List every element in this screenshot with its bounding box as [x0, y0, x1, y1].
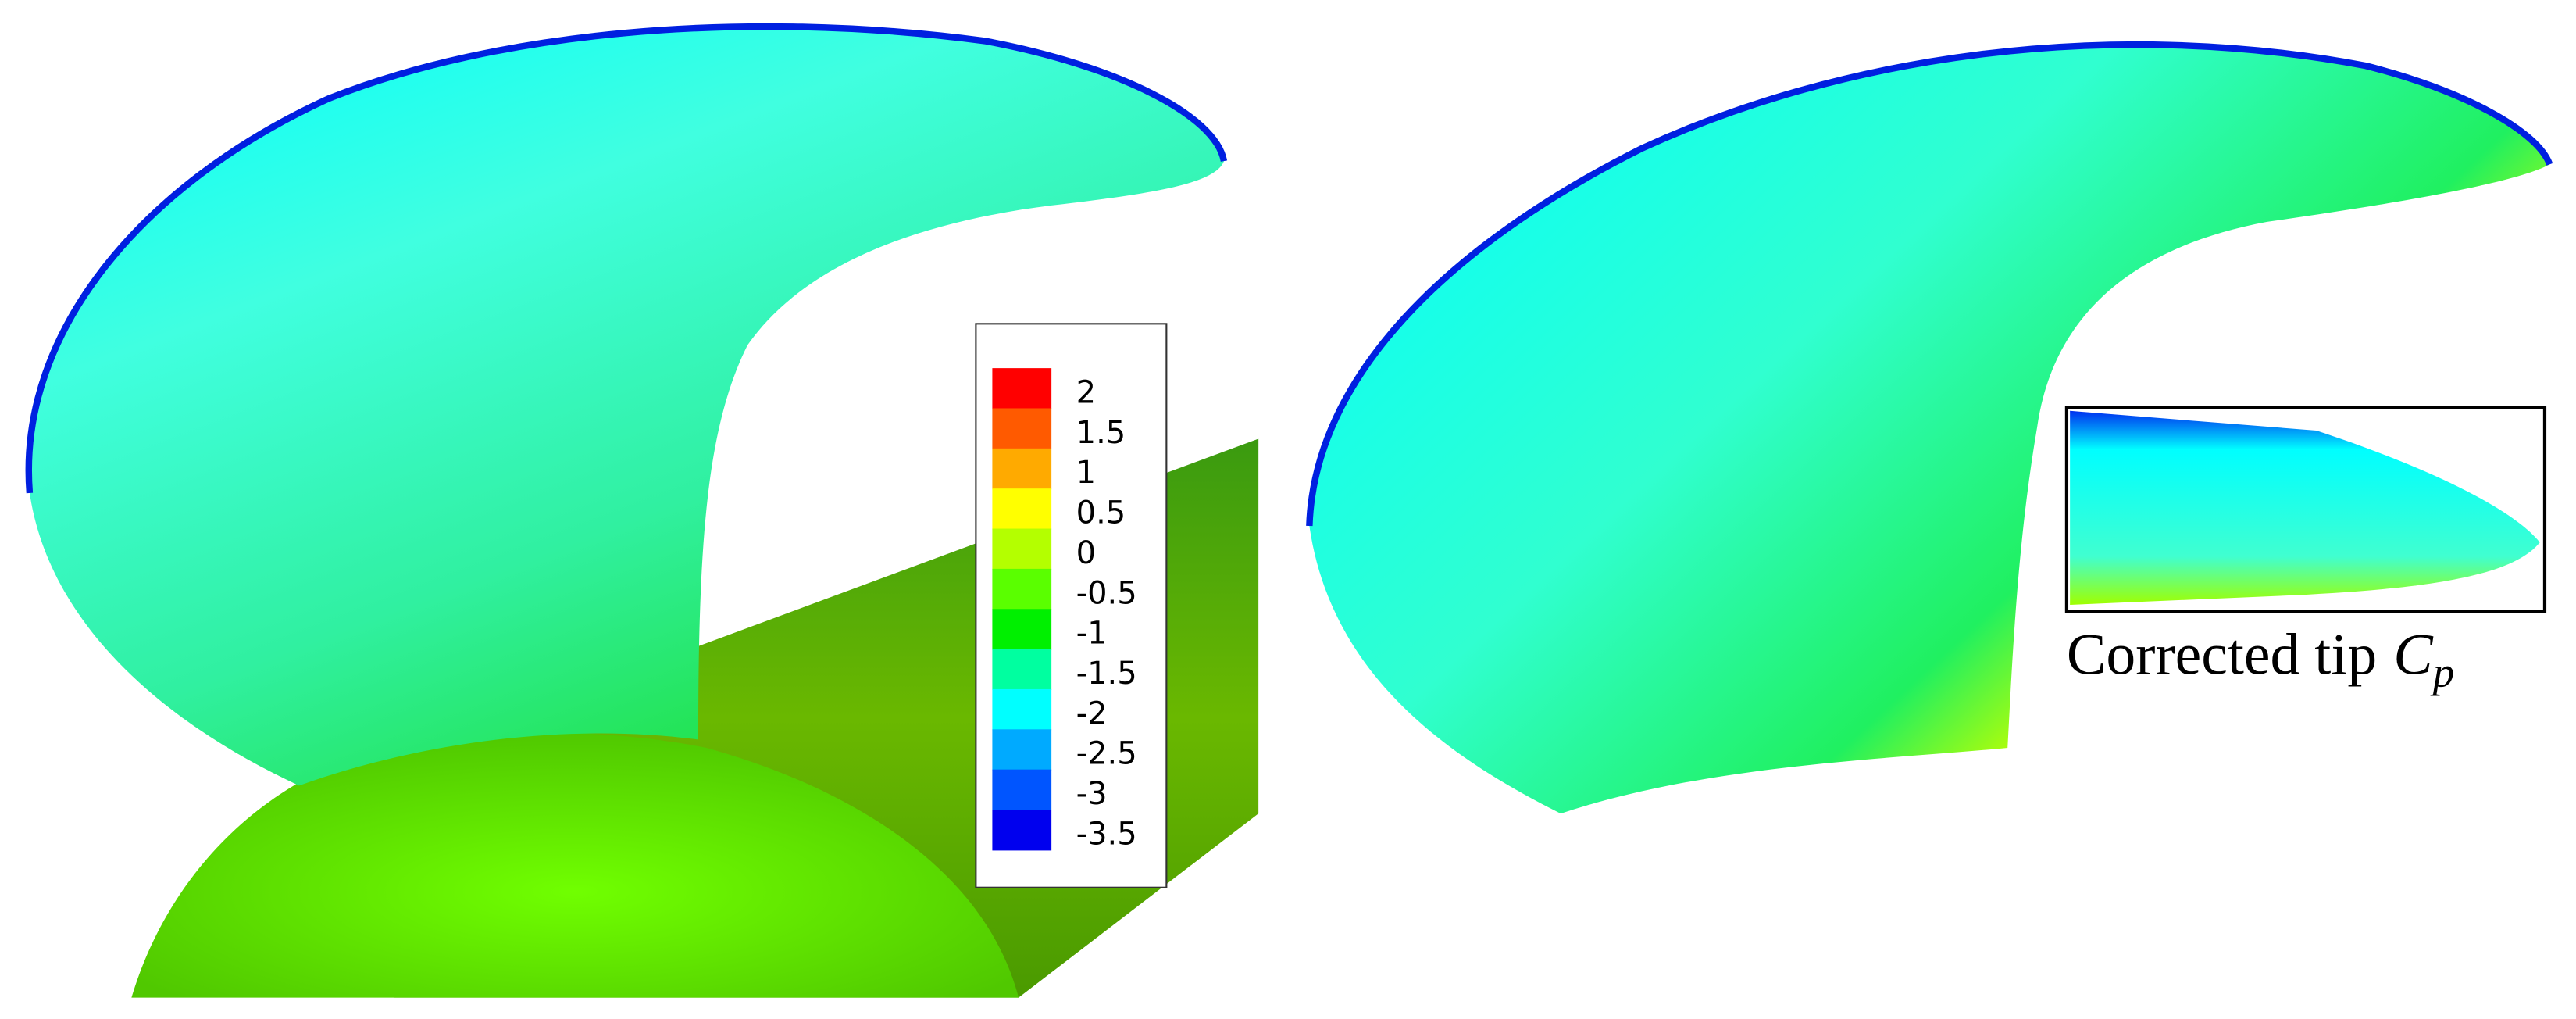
legend-label: -1.5 [1076, 656, 1137, 692]
left-blade [28, 27, 1224, 786]
caption-subscript: p [2430, 649, 2454, 696]
left-blade-edge [25, 23, 1228, 494]
legend-label: -1 [1076, 616, 1108, 652]
legend-label: -0.5 [1076, 575, 1137, 611]
legend-swatch [992, 408, 1052, 449]
legend-swatch [992, 368, 1052, 409]
legend-swatch [992, 810, 1052, 851]
legend: 2 1.5 1 0.5 0 -0.5 -1 -1.5-2 -2.5 -3 -3.5 [992, 368, 1137, 852]
legend-label: -2.5 [1076, 736, 1137, 772]
legend-swatch [992, 729, 1052, 771]
legend-label: 0 [1076, 535, 1096, 571]
legend-swatch [992, 688, 1052, 731]
legend-label: 0.5 [1076, 495, 1126, 531]
caption-symbol: C [2393, 622, 2434, 687]
inset-tip [2070, 410, 2540, 605]
legend-label: -2 [1076, 695, 1108, 731]
legend-label: -3.5 [1076, 816, 1137, 852]
legend-swatch [992, 488, 1052, 530]
legend-swatch [992, 769, 1052, 811]
legend-label: 1 [1076, 455, 1096, 491]
legend-swatch [992, 649, 1052, 691]
legend-swatch [992, 528, 1052, 570]
legend-swatch [992, 448, 1052, 490]
inset-caption: Corrected tip Cp [2067, 622, 2454, 696]
hub-dome [131, 732, 1019, 998]
right-blade [1309, 45, 2550, 814]
right-blade-edge [1306, 41, 2553, 527]
caption-text: Corrected tip [2067, 622, 2377, 687]
legend-label: -3 [1076, 776, 1108, 812]
legend-swatch [992, 568, 1052, 610]
legend-swatch [992, 609, 1052, 650]
legend-label: 2 [1076, 375, 1096, 411]
legend-label: 1.5 [1076, 415, 1126, 451]
